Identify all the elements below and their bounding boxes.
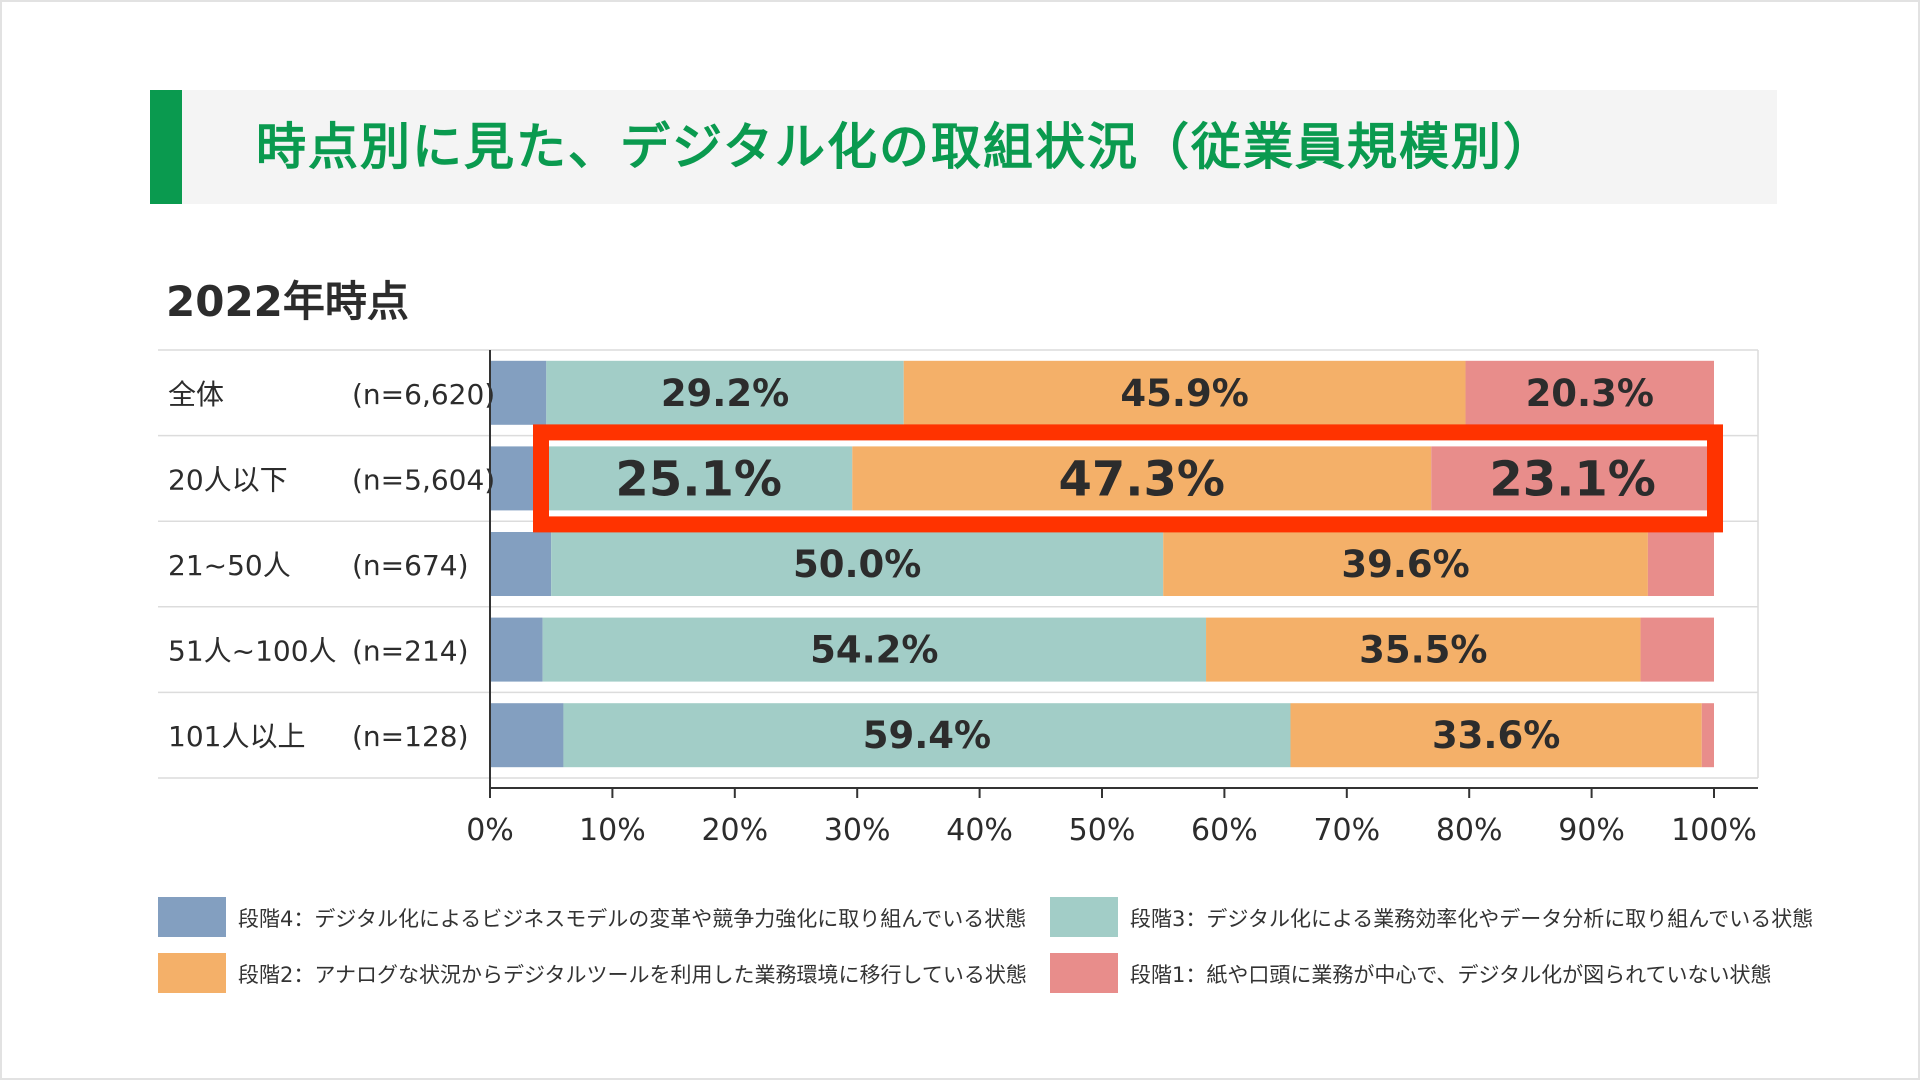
data-label: 25.1% <box>615 451 782 507</box>
bar-segment-stage4 <box>490 532 552 596</box>
bar-segment-stage2 <box>1206 617 1641 682</box>
legend-label-stage3: 段階3：デジタル化による業務効率化やデータ分析に取り組んでいる状態 <box>1130 907 1814 931</box>
legend-swatch-stage4 <box>158 897 226 937</box>
x-tick-label: 20% <box>701 813 768 848</box>
x-tick-label: 60% <box>1191 813 1258 848</box>
x-tick-label: 90% <box>1558 813 1625 848</box>
category-label: 101人以上 <box>168 720 305 753</box>
data-label: 29.2% <box>661 372 789 415</box>
title-band <box>150 90 1777 204</box>
bar-segment-stage4 <box>490 360 547 425</box>
bar-segment-stage1 <box>1647 532 1714 596</box>
bar-segment-stage4 <box>490 703 564 768</box>
sample-size-label: (n=6,620) <box>352 378 495 411</box>
bar-segment-stage3 <box>551 532 1164 596</box>
bar-segment-stage2 <box>1163 532 1648 596</box>
bar-segment-stage1 <box>1465 360 1714 425</box>
sample-size-label: (n=128) <box>352 720 469 753</box>
sample-size-label: (n=214) <box>352 635 469 668</box>
legend-label-stage1: 段階1：紙や口頭に業務が中心で、デジタル化が図られていない状態 <box>1130 963 1772 987</box>
data-label: 35.5% <box>1359 629 1487 672</box>
title-accent-bar <box>150 90 182 204</box>
x-tick-label: 0% <box>466 813 514 848</box>
x-tick-label: 80% <box>1436 813 1503 848</box>
data-label: 45.9% <box>1120 372 1248 415</box>
bar-segment-stage3 <box>542 617 1207 682</box>
legend-label-stage4: 段階4：デジタル化によるビジネスモデルの変革や競争力強化に取り組んでいる状態 <box>238 907 1027 931</box>
bar-segment-stage2 <box>852 446 1432 511</box>
highlight-box <box>533 424 1723 533</box>
x-tick-label: 10% <box>579 813 646 848</box>
category-label: 21~50人 <box>168 549 291 582</box>
data-label: 59.4% <box>863 714 991 757</box>
data-label: 33.6% <box>1432 714 1560 757</box>
bar-segment-stage1 <box>1701 703 1714 768</box>
bar-segment-stage4 <box>490 617 543 682</box>
data-label: 23.1% <box>1489 451 1656 507</box>
sample-size-label: (n=5,604) <box>352 463 495 496</box>
x-tick-label: 30% <box>824 813 891 848</box>
data-label: 54.2% <box>810 629 938 672</box>
category-label: 51人~100人 <box>168 635 337 668</box>
chart-subtitle: 2022年時点 <box>166 277 409 326</box>
data-label: 39.6% <box>1341 543 1469 586</box>
x-tick-label: 50% <box>1069 813 1136 848</box>
legend-label-stage2: 段階2：アナログな状況からデジタルツールを利用した業務環境に移行している状態 <box>238 963 1027 987</box>
slide-title: 時点別に見た、デジタル化の取組状況（従業員規模別） <box>256 118 1555 176</box>
x-tick-label: 100% <box>1671 813 1757 848</box>
category-label: 全体 <box>168 378 224 411</box>
data-label: 50.0% <box>793 543 921 586</box>
legend-swatch-stage1 <box>1050 953 1118 993</box>
bar-segment-stage2 <box>1290 703 1702 768</box>
bar-segment-stage3 <box>545 446 853 511</box>
legend-swatch-stage2 <box>158 953 226 993</box>
x-tick-label: 70% <box>1313 813 1380 848</box>
category-label: 20人以下 <box>168 463 288 496</box>
bar-segment-stage1 <box>1640 617 1714 682</box>
bar-segment-stage2 <box>903 360 1466 425</box>
bar-segment-stage3 <box>563 703 1291 768</box>
data-label: 47.3% <box>1059 451 1226 507</box>
bar-segment-stage3 <box>546 360 904 425</box>
sample-size-label: (n=674) <box>352 549 469 582</box>
bar-segment-stage1 <box>1431 446 1714 511</box>
legend-swatch-stage3 <box>1050 897 1118 937</box>
x-tick-label: 40% <box>946 813 1013 848</box>
data-label: 20.3% <box>1526 372 1654 415</box>
